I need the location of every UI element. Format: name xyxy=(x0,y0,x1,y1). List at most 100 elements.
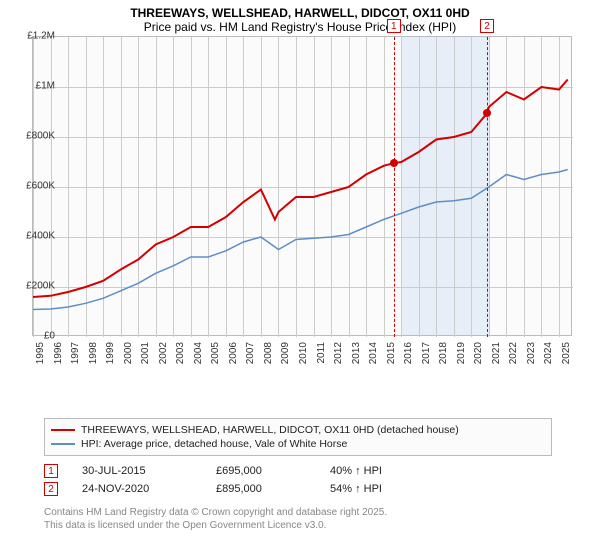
xtick-label: 2007 xyxy=(245,342,256,364)
gridline-v xyxy=(156,37,157,337)
sales-table: 1 30-JUL-2015 £695,000 40% ↑ HPI 2 24-NO… xyxy=(44,462,600,498)
gridline-h xyxy=(33,187,573,188)
title-block: THREEWAYS, WELLSHEAD, HARWELL, DIDCOT, O… xyxy=(0,0,600,36)
sales-row-1: 1 30-JUL-2015 £695,000 40% ↑ HPI xyxy=(44,462,600,480)
footer-copyright: Contains HM Land Registry data © Crown c… xyxy=(44,506,600,519)
gridline-v xyxy=(349,37,350,337)
legend-swatch-property xyxy=(51,429,75,431)
legend-item-property: THREEWAYS, WELLSHEAD, HARWELL, DIDCOT, O… xyxy=(51,423,545,437)
sale-dot xyxy=(390,159,398,167)
xtick-label: 1997 xyxy=(70,342,81,364)
gridline-v xyxy=(243,37,244,337)
gridline-v xyxy=(559,37,560,337)
sale-price-1: £695,000 xyxy=(216,465,306,477)
xtick-label: 2022 xyxy=(508,342,519,364)
xtick-label: 2000 xyxy=(123,342,134,364)
xtick-label: 2015 xyxy=(386,342,397,364)
gridline-h xyxy=(33,287,573,288)
gridline-v xyxy=(366,37,367,337)
sale-marker-box: 2 xyxy=(480,19,494,33)
xtick-label: 2001 xyxy=(140,342,151,364)
footer-licence: This data is licensed under the Open Gov… xyxy=(44,519,600,532)
legend-swatch-hpi xyxy=(51,443,75,445)
gridline-v xyxy=(296,37,297,337)
gridline-v xyxy=(138,37,139,337)
sale-marker-line xyxy=(487,37,488,337)
gridline-v xyxy=(68,37,69,337)
xtick-label: 2012 xyxy=(333,342,344,364)
xtick-label: 1999 xyxy=(105,342,116,364)
sale-price-2: £895,000 xyxy=(216,483,306,495)
gridline-v xyxy=(208,37,209,337)
xtick-label: 2014 xyxy=(368,342,379,364)
gridline-h xyxy=(33,237,573,238)
chart-area: 12 £0£200K£400K£600K£800K£1M£1.2M1995199… xyxy=(32,36,600,376)
gridline-v xyxy=(436,37,437,337)
gridline-v xyxy=(384,37,385,337)
gridline-v xyxy=(524,37,525,337)
sale-marker-box: 1 xyxy=(387,19,401,33)
xtick-label: 2006 xyxy=(228,342,239,364)
ytick-label: £1.2M xyxy=(27,31,55,42)
legend-label-hpi: HPI: Average price, detached house, Vale… xyxy=(81,438,347,450)
xtick-label: 2018 xyxy=(438,342,449,364)
xtick-label: 2020 xyxy=(473,342,484,364)
legend-item-hpi: HPI: Average price, detached house, Vale… xyxy=(51,437,545,451)
ytick-label: £1M xyxy=(36,81,55,92)
xtick-label: 2019 xyxy=(456,342,467,364)
xtick-label: 2003 xyxy=(175,342,186,364)
legend: THREEWAYS, WELLSHEAD, HARWELL, DIDCOT, O… xyxy=(44,418,552,456)
gridline-h xyxy=(33,137,573,138)
xtick-label: 2011 xyxy=(316,342,327,364)
gridline-v xyxy=(419,37,420,337)
sale-marker-2: 2 xyxy=(44,482,58,496)
xtick-label: 2016 xyxy=(403,342,414,364)
gridline-v xyxy=(86,37,87,337)
xtick-label: 2002 xyxy=(158,342,169,364)
xtick-label: 2021 xyxy=(491,342,502,364)
gridline-v xyxy=(261,37,262,337)
xtick-label: 2013 xyxy=(351,342,362,364)
sale-delta-1: 40% ↑ HPI xyxy=(330,465,382,477)
gridline-v xyxy=(121,37,122,337)
xtick-label: 2009 xyxy=(280,342,291,364)
sale-marker-1: 1 xyxy=(44,464,58,478)
gridline-v xyxy=(226,37,227,337)
sale-delta-2: 54% ↑ HPI xyxy=(330,483,382,495)
sale-date-1: 30-JUL-2015 xyxy=(82,465,192,477)
gridline-v xyxy=(173,37,174,337)
gridline-v xyxy=(541,37,542,337)
footer: Contains HM Land Registry data © Crown c… xyxy=(44,506,600,532)
gridline-v xyxy=(314,37,315,337)
plot-area: 12 xyxy=(32,36,572,336)
gridline-v xyxy=(471,37,472,337)
xtick-label: 2024 xyxy=(543,342,554,364)
gridline-v xyxy=(401,37,402,337)
ytick-label: £0 xyxy=(44,331,55,342)
ytick-label: £200K xyxy=(26,281,55,292)
gridline-v xyxy=(103,37,104,337)
ytick-label: £600K xyxy=(26,181,55,192)
gridline-v xyxy=(454,37,455,337)
sales-row-2: 2 24-NOV-2020 £895,000 54% ↑ HPI xyxy=(44,480,600,498)
xtick-label: 1998 xyxy=(88,342,99,364)
gridline-v xyxy=(278,37,279,337)
title-subtitle: Price paid vs. HM Land Registry's House … xyxy=(0,20,600,34)
gridline-v xyxy=(331,37,332,337)
xtick-label: 1995 xyxy=(35,342,46,364)
ytick-label: £400K xyxy=(26,231,55,242)
gridline-v xyxy=(506,37,507,337)
xtick-label: 2025 xyxy=(561,342,572,364)
xtick-label: 2008 xyxy=(263,342,274,364)
gridline-v xyxy=(191,37,192,337)
xtick-label: 2005 xyxy=(210,342,221,364)
sale-marker-line xyxy=(394,37,395,337)
xtick-label: 2010 xyxy=(298,342,309,364)
xtick-label: 1996 xyxy=(53,342,64,364)
sale-dot xyxy=(483,109,491,117)
ytick-label: £800K xyxy=(26,131,55,142)
title-address: THREEWAYS, WELLSHEAD, HARWELL, DIDCOT, O… xyxy=(0,6,600,20)
gridline-h xyxy=(33,87,573,88)
sale-date-2: 24-NOV-2020 xyxy=(82,483,192,495)
legend-label-property: THREEWAYS, WELLSHEAD, HARWELL, DIDCOT, O… xyxy=(81,424,459,436)
